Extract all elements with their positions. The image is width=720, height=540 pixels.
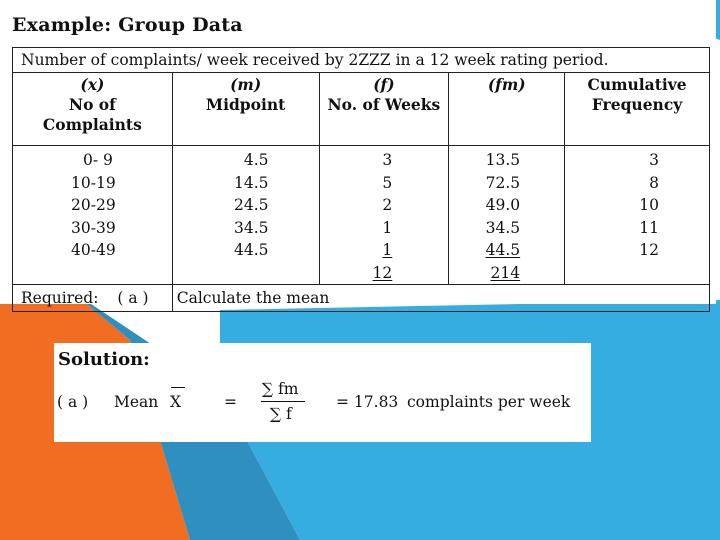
cell-f: 2 <box>382 196 393 214</box>
required-part: ( a ) <box>117 289 149 307</box>
column-m-values: 4.5 14.5 24.5 34.5 44.5 <box>171 145 320 285</box>
header-fm: (fm) <box>448 72 566 146</box>
required-label-cell: Required: ( a ) <box>12 284 173 312</box>
fraction-denominator: ∑ f <box>270 405 292 423</box>
cell-fm: 13.5 <box>485 151 521 169</box>
mean-symbol: X <box>170 393 182 411</box>
solution-title: Solution: <box>58 349 150 370</box>
cell-f: 1 <box>382 218 393 237</box>
cell-f: 3 <box>382 151 393 169</box>
total-f: 12 <box>372 263 393 282</box>
cell-cf: 3 <box>649 151 659 169</box>
mean-label: Mean <box>114 393 159 411</box>
example-sheet: Example: Group Data Number of complaints… <box>12 14 711 312</box>
cell-x: 20-29 <box>71 196 116 214</box>
cell-m: 34.5 <box>233 218 269 237</box>
cell-cf: 8 <box>649 173 659 192</box>
total-fm: 214 <box>490 263 521 282</box>
fraction-numerator: ∑ fm <box>262 380 299 398</box>
cell-fm: 44.5 <box>485 241 521 259</box>
cell-fm: 72.5 <box>485 173 521 192</box>
fraction-bar <box>261 401 305 403</box>
cell-m: 44.5 <box>233 241 269 259</box>
table-caption: Number of complaints/ week received by 2… <box>12 47 710 73</box>
mean-result: = 17.83 <box>336 393 399 411</box>
equals-sign: = <box>224 393 237 411</box>
mean-unit: complaints per week <box>407 393 571 411</box>
required-row: Required: ( a ) Calculate the mean <box>12 284 711 312</box>
cell-fm: 49.0 <box>485 196 521 214</box>
column-fm-values: 13.5 72.5 49.0 34.5 44.5 214 <box>448 145 566 285</box>
cell-cf: 12 <box>639 241 659 259</box>
solution-box: Solution: ( a ) Mean X = ∑ fm ∑ f = 17.8… <box>54 343 591 442</box>
cell-m: 14.5 <box>233 173 269 192</box>
table-header-row: (x) No of Complaints (m) Midpoint (f) No… <box>12 72 710 146</box>
table-body-row: 0- 9 10-19 20-29 30-39 40-49 4.5 14.5 24… <box>12 145 710 285</box>
cell-x: 0- 9 <box>83 151 113 169</box>
cell-cf: 10 <box>639 196 659 214</box>
cell-m: 24.5 <box>233 196 269 214</box>
column-f-values: 3 5 2 1 1 12 <box>318 145 450 285</box>
cell-m: 4.5 <box>243 151 269 169</box>
cell-cf: 11 <box>639 218 659 237</box>
cell-f: 1 <box>382 241 393 259</box>
required-text: Calculate the mean <box>171 284 711 312</box>
example-title: Example: Group Data <box>12 14 243 36</box>
required-label: Required: <box>21 289 99 307</box>
cell-x: 30-39 <box>71 218 116 237</box>
column-cf-values: 3 8 10 11 12 <box>564 145 710 285</box>
solution-part: ( a ) <box>57 393 89 411</box>
grouped-data-table: Number of complaints/ week received by 2… <box>12 47 711 312</box>
cell-f: 5 <box>382 173 393 192</box>
column-x-values: 0- 9 10-19 20-29 30-39 40-49 <box>12 145 173 285</box>
cell-fm: 34.5 <box>485 218 521 237</box>
x-bar-overline <box>171 387 185 389</box>
header-x: (x) No of Complaints <box>12 72 173 146</box>
header-cf: Cumulative Frequency <box>564 72 710 146</box>
cell-x: 10-19 <box>71 173 116 192</box>
header-m: (m) Midpoint <box>171 72 320 146</box>
cell-x: 40-49 <box>71 241 116 259</box>
header-f: (f) No. of Weeks <box>318 72 450 146</box>
